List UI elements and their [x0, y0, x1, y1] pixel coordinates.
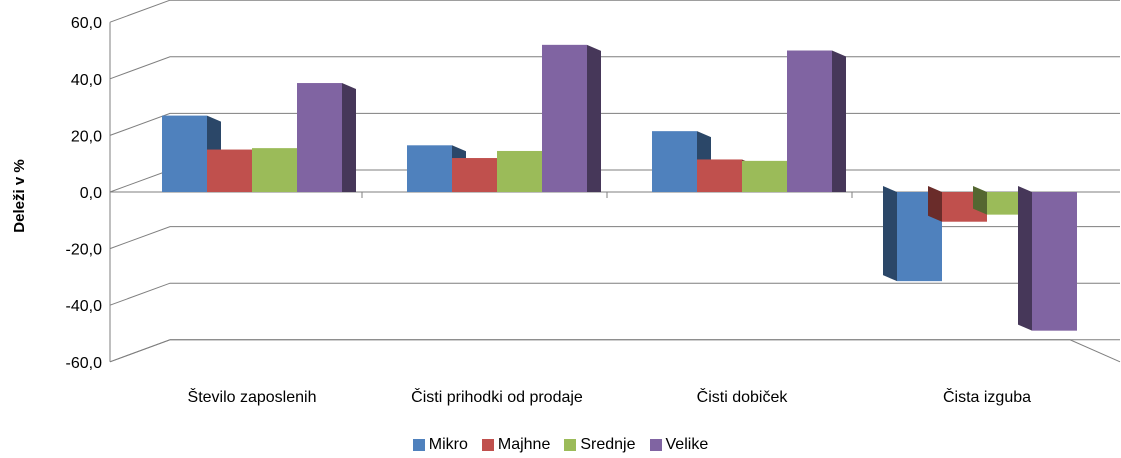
bar-side: [883, 186, 897, 282]
legend-label: Velike: [665, 436, 709, 453]
legend: Mikro Majhne Srednje Velike: [0, 436, 1121, 454]
legend-item: Srednje: [564, 436, 636, 454]
legend-item: Velike: [649, 436, 709, 454]
y-tick-label: 60,0: [71, 15, 102, 32]
category-label: Čisti prihodki od prodaje: [411, 387, 583, 406]
legend-item: Majhne: [481, 436, 551, 454]
legend-label: Mikro: [428, 436, 468, 453]
category-label: Čisti dobiček: [697, 387, 789, 406]
gridline: [109, 56, 1120, 80]
gridline: [109, 226, 1120, 250]
bar-side: [342, 83, 356, 192]
gridline: [109, 282, 1120, 306]
y-tick-labels: 60,0 40,0 20,0 0,0 -20,0 -40,0 -60,0: [66, 15, 103, 372]
bar-side: [928, 186, 942, 222]
y-axis-label: Deleži v %: [11, 159, 28, 232]
y-tick-label: -20,0: [66, 242, 103, 259]
category-label: Število zaposlenih: [188, 387, 317, 406]
bar-velike: [1032, 192, 1077, 331]
bar-mikro: [162, 115, 207, 192]
y-tick-label: 0,0: [80, 185, 102, 202]
bar-srednje: [742, 160, 787, 192]
gridline: [109, 339, 1120, 363]
y-tick-label: 20,0: [71, 128, 102, 145]
bar-side: [587, 44, 601, 193]
bar-velike: [542, 44, 587, 193]
legend-swatch: [412, 439, 425, 451]
legend-label: Majhne: [497, 436, 551, 453]
bar-velike: [787, 50, 832, 192]
y-tick-label: 40,0: [71, 72, 102, 89]
floor: [109, 339, 1121, 363]
y-tick-label: -40,0: [66, 298, 103, 315]
legend-swatch: [649, 439, 662, 451]
legend-swatch: [481, 439, 494, 451]
category-labels: Število zaposlenih Čisti prihodki od prod…: [188, 387, 1032, 406]
bar-side: [832, 50, 846, 192]
bar-srednje: [497, 150, 542, 192]
y-tick-label: -60,0: [66, 355, 103, 372]
bar-srednje: [252, 148, 297, 192]
legend-swatch: [564, 439, 577, 451]
bars: [162, 44, 1077, 331]
bar-majhne: [697, 159, 742, 192]
bar-mikro: [652, 131, 697, 192]
bar-side: [1018, 186, 1032, 331]
gridline: [109, 0, 1120, 23]
category-label: Čista izguba: [943, 387, 1031, 406]
bar-velike: [297, 83, 342, 192]
bar-side: [973, 186, 987, 215]
bar-mikro: [407, 145, 452, 192]
bar-majhne: [207, 149, 252, 192]
bar-majhne: [452, 158, 497, 192]
legend-item: Mikro: [412, 436, 468, 454]
legend-label: Srednje: [580, 436, 636, 453]
gridline: [109, 112, 1120, 136]
